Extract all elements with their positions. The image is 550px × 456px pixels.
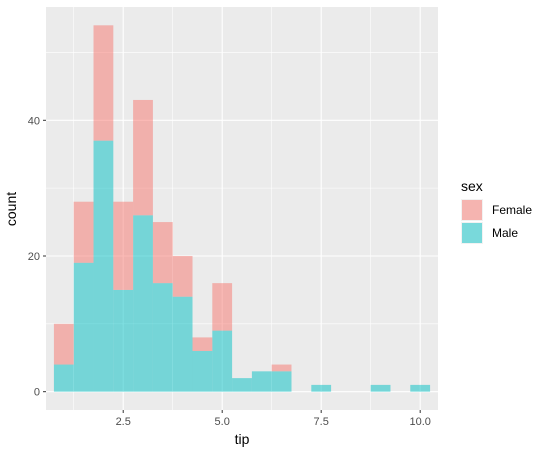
y-tick-label: 0: [34, 387, 40, 399]
bar-male: [53, 364, 74, 392]
bar-male: [73, 262, 94, 392]
bar-female: [212, 283, 233, 331]
x-axis-title: tip: [235, 431, 250, 447]
bar-male: [172, 296, 193, 392]
legend: sex Female Male: [461, 178, 532, 244]
bar-male: [133, 215, 153, 392]
bar-male: [152, 283, 173, 392]
bars: [53, 25, 431, 392]
bar-female: [73, 201, 94, 263]
bar-female: [113, 201, 134, 290]
bar-female: [172, 255, 193, 297]
bar-male: [93, 140, 114, 392]
bar-male: [113, 289, 134, 392]
bar-female: [192, 337, 213, 351]
bar-female: [271, 364, 292, 372]
y-tick-label: 20: [28, 251, 40, 263]
bar-male: [251, 371, 272, 392]
legend-items: Female Male: [461, 199, 532, 244]
x-tick-label: 5.0: [215, 416, 230, 428]
bar-male: [410, 384, 431, 392]
legend-label-male: Male: [492, 226, 518, 240]
bar-female: [53, 323, 74, 365]
bar-male: [212, 330, 233, 392]
bar-female: [152, 222, 173, 284]
bar-male: [271, 371, 292, 392]
x-tick-label: 2.5: [116, 416, 131, 428]
bar-male: [311, 384, 332, 392]
bar-male: [232, 378, 252, 392]
bar-female: [93, 25, 114, 141]
bar-male: [370, 384, 391, 392]
bar-male: [192, 350, 213, 392]
y-axis-title: count: [3, 192, 19, 226]
legend-title: sex: [461, 178, 483, 194]
legend-swatch-female: [462, 200, 482, 220]
x-tick-label: 10.0: [409, 416, 430, 428]
legend-label-female: Female: [492, 203, 532, 217]
x-axis-ticks: 2.5 5.0 7.5 10.0: [116, 410, 431, 428]
y-axis-ticks: 0 20 40: [28, 115, 46, 399]
bar-female: [133, 99, 153, 216]
y-tick-label: 40: [28, 115, 40, 127]
legend-swatch-male: [462, 223, 482, 243]
x-tick-label: 7.5: [314, 416, 329, 428]
